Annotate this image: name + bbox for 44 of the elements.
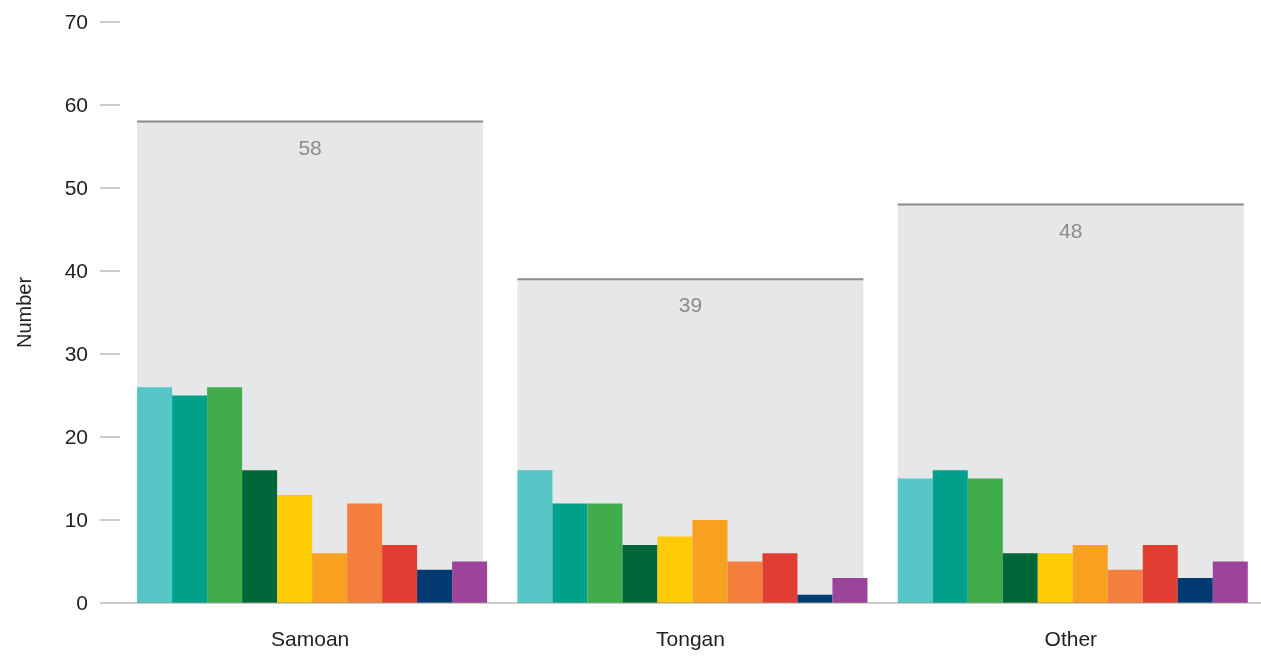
bar [622,544,658,603]
bar [1142,544,1178,603]
bar [587,503,623,603]
bar [1177,578,1213,603]
bar [657,536,693,603]
bar [967,478,1003,603]
bar [207,387,243,603]
bar [417,569,453,603]
bar [172,395,208,603]
bar [897,478,933,603]
bar [452,561,488,603]
y-tick-label: 30 [64,342,88,366]
y-tick-label: 40 [64,259,88,283]
bar [1072,544,1108,603]
x-tick-label: Tongan [656,626,725,650]
bar [1002,553,1038,603]
bar [347,503,383,603]
bar [1212,561,1248,603]
bar [312,553,348,603]
data-label: 39 [678,293,703,317]
y-axis-title: Number [13,276,36,349]
bar [382,544,418,603]
bar [932,470,968,603]
y-tick-label: 20 [64,425,88,449]
bar [692,520,728,603]
x-tick-label: Samoan [271,626,350,650]
data-label: 48 [1059,218,1083,242]
y-tick-label: 50 [64,176,88,200]
x-tick-label: Other [1044,626,1098,650]
bar [242,470,278,603]
bar [277,495,313,603]
y-tick-label: 70 [64,10,88,34]
bar [137,387,173,603]
data-label: 58 [298,135,322,159]
y-tick-label: 10 [64,508,88,532]
bar [552,503,588,603]
bar [762,553,798,603]
y-tick-label: 0 [76,591,88,615]
bar [832,578,868,603]
y-tick-label: 60 [64,93,88,117]
bar [1037,553,1073,603]
bar [727,561,763,603]
bar [1107,569,1143,603]
bar [517,470,553,603]
